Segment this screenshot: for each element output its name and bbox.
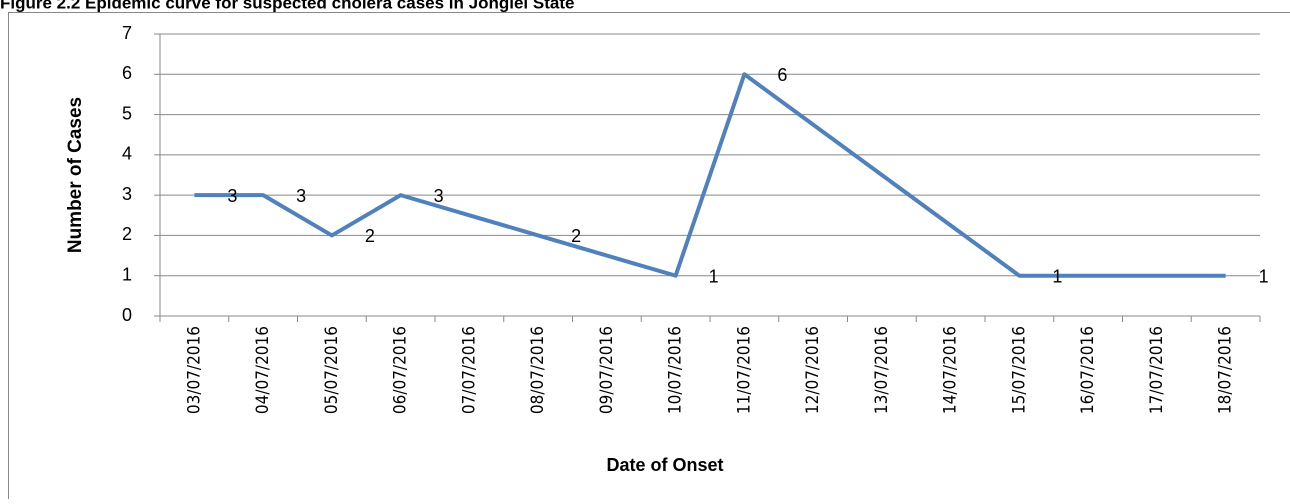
chart-title: Figure 2.2 Epidemic curve for suspected …: [0, 0, 574, 12]
x-tick-label: 10/07/2016: [666, 326, 686, 414]
y-tick-label: 0: [122, 305, 132, 325]
y-tick-label: 3: [122, 184, 132, 204]
x-tick-label: 03/07/2016: [184, 326, 204, 414]
y-axis-title: Number of Cases: [65, 97, 86, 253]
x-tick-label: 06/07/2016: [391, 326, 411, 414]
x-tick-label: 07/07/2016: [459, 326, 479, 414]
x-tick-label: 04/07/2016: [253, 326, 273, 414]
x-tick-label: 18/07/2016: [1216, 326, 1236, 414]
data-label: 1: [1052, 266, 1062, 286]
x-tick-label: 05/07/2016: [322, 326, 342, 414]
x-axis-title: Date of Onset: [606, 455, 723, 475]
data-label: 6: [777, 65, 787, 85]
x-tick-label: 09/07/2016: [597, 326, 617, 414]
x-tick-label: 13/07/2016: [872, 326, 892, 414]
x-tick-label: 15/07/2016: [1009, 326, 1029, 414]
x-tick-label: 14/07/2016: [941, 326, 961, 414]
data-label: 2: [571, 226, 581, 246]
y-tick-label: 5: [122, 103, 132, 123]
data-line: [194, 74, 1225, 275]
chart-frame: [9, 13, 1290, 500]
y-tick-label: 2: [122, 224, 132, 244]
data-label: 3: [227, 186, 237, 206]
data-label: 3: [434, 186, 444, 206]
y-tick-label: 6: [122, 63, 132, 83]
data-label: 3: [296, 186, 306, 206]
data-label: 2: [365, 226, 375, 246]
data-label: 1: [709, 266, 719, 286]
x-tick-label: 12/07/2016: [803, 326, 823, 414]
y-tick-label: 4: [122, 144, 132, 164]
x-tick-label: 11/07/2016: [734, 326, 754, 414]
x-tick-label: 17/07/2016: [1147, 326, 1167, 414]
y-tick-label: 1: [122, 264, 132, 284]
y-tick-label: 7: [122, 23, 132, 43]
x-tick-label: 08/07/2016: [528, 326, 548, 414]
x-tick-label: 16/07/2016: [1078, 326, 1098, 414]
data-label: 1: [1259, 266, 1269, 286]
